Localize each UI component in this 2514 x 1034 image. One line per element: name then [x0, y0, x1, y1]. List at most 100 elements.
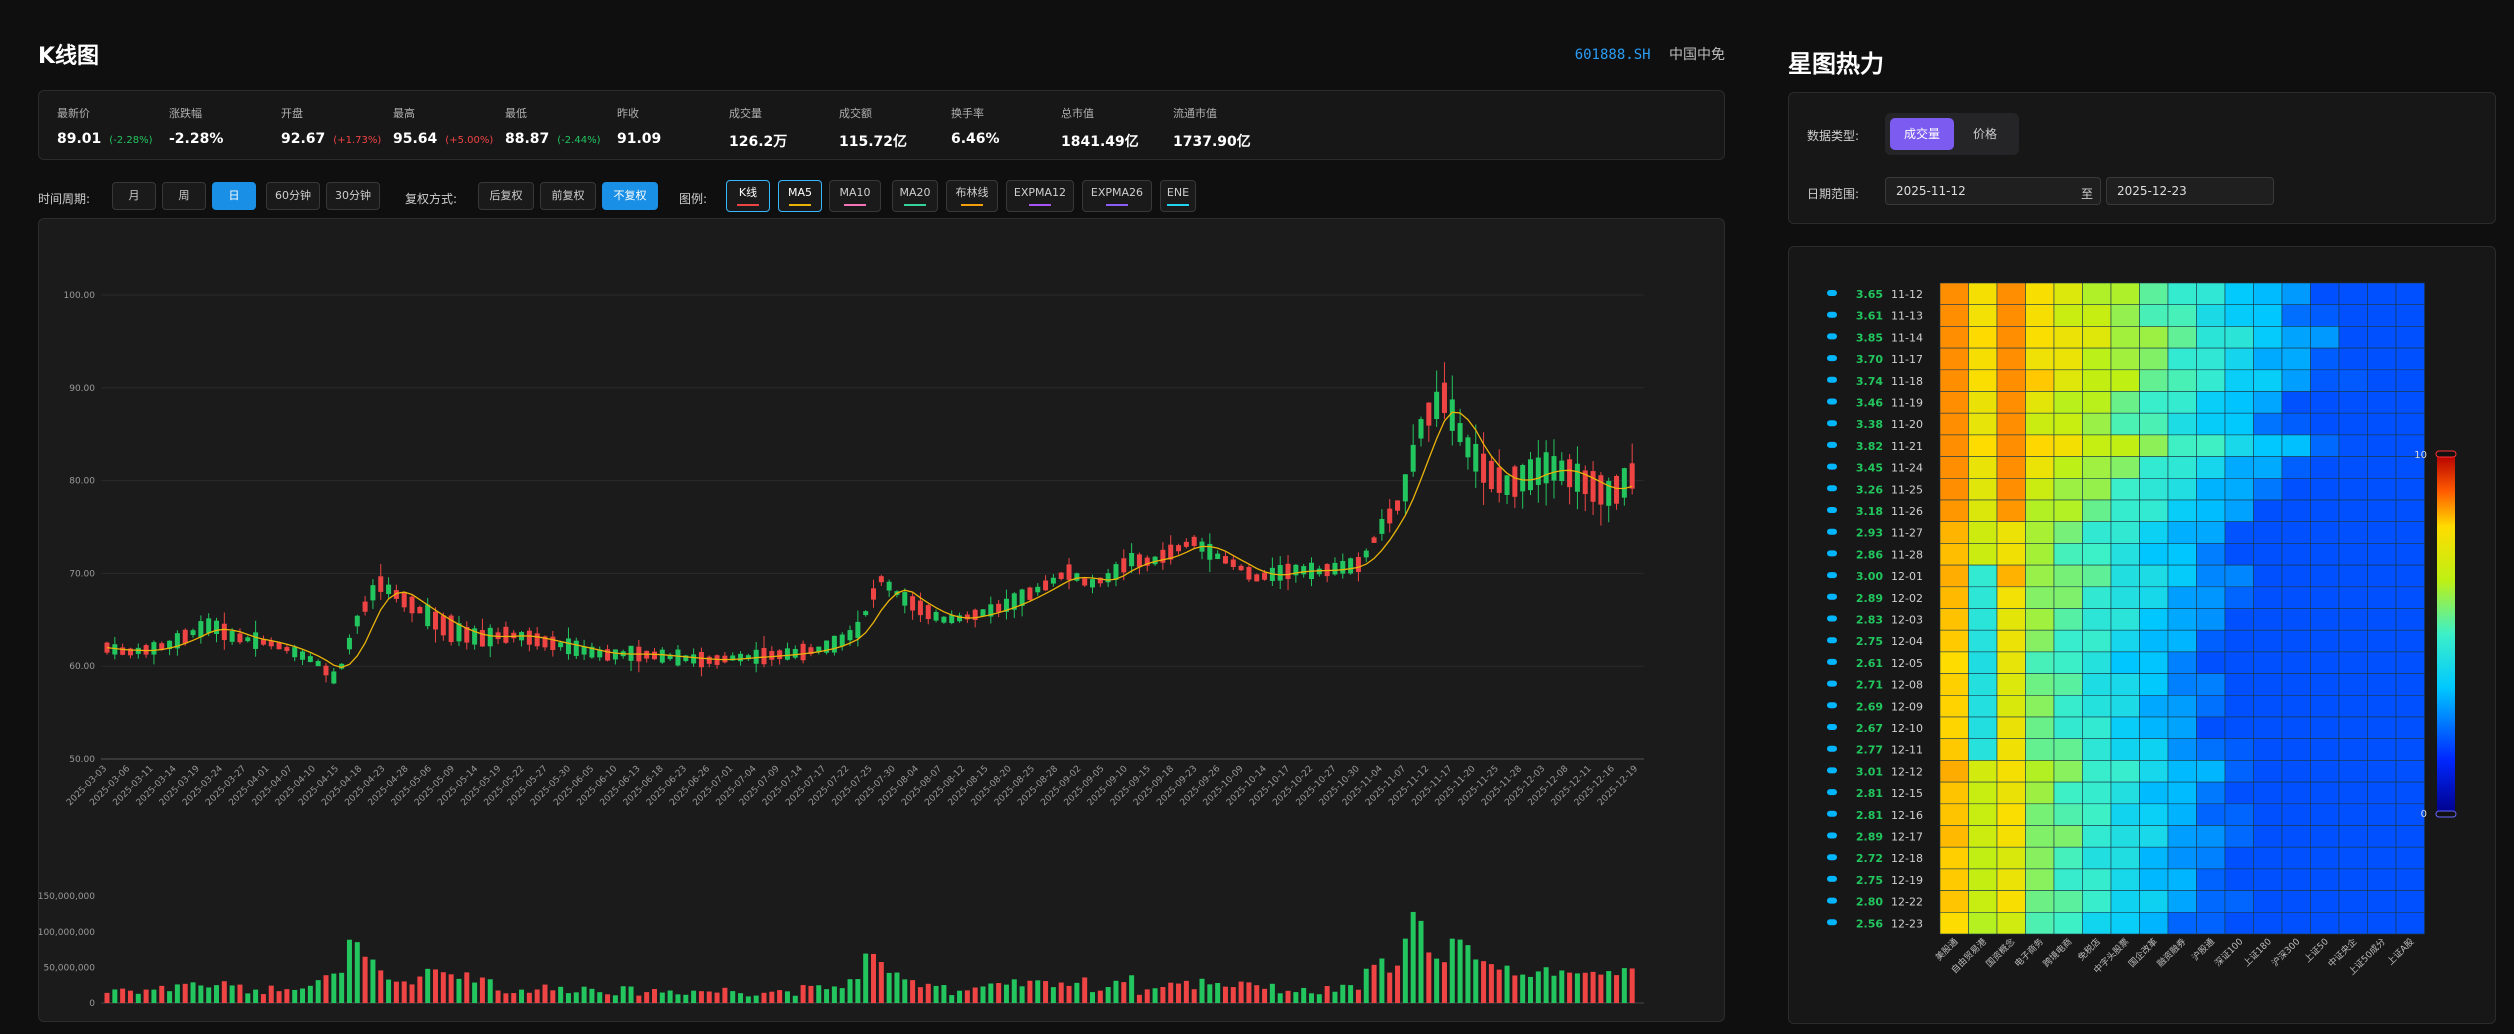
- heatmap-cell: [2224, 412, 2254, 436]
- heatmap-cell: [2053, 890, 2083, 913]
- heatmap-cell: [2253, 304, 2283, 327]
- row-indicator: [1827, 311, 1837, 318]
- heatmap-cell: [1996, 478, 2026, 501]
- volume-bar: [761, 992, 767, 1003]
- date-end-input[interactable]: 2025-12-23: [2106, 177, 2274, 205]
- heatmap-cell: [1996, 391, 2026, 414]
- legend-color-swatch: [789, 204, 811, 206]
- candle-body: [933, 611, 939, 621]
- volume-bar: [1434, 958, 1440, 1003]
- volume-bar: [784, 991, 790, 1003]
- heatmap-cell: [2167, 412, 2197, 436]
- heatmap-chart[interactable]: 3.65 11-12 3.61 11-13 3.85 11-14 3.70 11-17 3.74…: [1789, 247, 2495, 1023]
- visualmap-handle-bottom[interactable]: [2435, 810, 2457, 818]
- row-value: 3.61: [1856, 310, 1883, 323]
- kline-chart[interactable]: 50.0060.0070.0080.0090.00100.002025-03-0…: [38, 219, 1724, 1021]
- candle-body: [863, 611, 869, 616]
- volume-bar: [800, 985, 806, 1003]
- period-button-2[interactable]: 日: [212, 182, 256, 210]
- period-button-4[interactable]: 30分钟: [326, 182, 380, 210]
- candle-body: [1504, 475, 1510, 495]
- period-button-0[interactable]: 月: [112, 182, 156, 210]
- candle-body: [1512, 466, 1518, 497]
- candle-body: [542, 636, 548, 648]
- volume-bar: [1324, 986, 1330, 1003]
- period-button-3[interactable]: 60分钟: [266, 182, 320, 210]
- heatmap-cell: [1996, 846, 2026, 870]
- heatmap-cell: [2139, 673, 2169, 696]
- adjust-button-1[interactable]: 前复权: [540, 182, 596, 210]
- date-start-input[interactable]: 2025-11-12: [1885, 177, 2101, 205]
- candle-body: [910, 596, 916, 611]
- row-indicator: [1827, 376, 1837, 383]
- price-axis-tick: 80.00: [69, 477, 95, 487]
- volume-bar: [1332, 991, 1338, 1003]
- heatmap-cell: [2338, 499, 2368, 523]
- candle-body: [127, 648, 133, 656]
- volume-bar: [323, 975, 329, 1003]
- visualmap-max: 10: [2414, 450, 2427, 461]
- volume-bar: [1488, 964, 1494, 1003]
- heatmap-cell: [2196, 760, 2226, 783]
- volume-bar: [980, 986, 986, 1003]
- adjust-button-0[interactable]: 后复权: [478, 182, 534, 210]
- row-value: 3.70: [1856, 353, 1883, 366]
- heatmap-cell: [2367, 716, 2397, 740]
- stat-label: 成交额: [839, 107, 872, 120]
- price-axis-tick: 50.00: [69, 755, 95, 765]
- heatmap-cell: [2025, 282, 2055, 306]
- volume-axis-tick: 100,000,000: [39, 928, 95, 938]
- heatmap-cell: [1939, 781, 1969, 805]
- legend-toggle-7[interactable]: ENE: [1160, 180, 1196, 212]
- candle-body: [816, 646, 822, 652]
- kline-chart-container[interactable]: 50.00 60.00 70.00 80.00 90.00 100.00 2025-03-0…: [38, 218, 1725, 1022]
- heatmap-cell: [2139, 760, 2169, 783]
- row-value: 3.46: [1856, 397, 1883, 410]
- candle-body: [1043, 580, 1049, 591]
- volume-bar: [581, 986, 587, 1003]
- heatmap-cell: [2338, 846, 2368, 870]
- heatmap-cell: [2253, 282, 2283, 306]
- stock-code: 601888.SH: [1574, 47, 1651, 63]
- legend-toggle-label: 布林线: [955, 186, 989, 199]
- volume-bar: [159, 985, 165, 1003]
- heatmap-container[interactable]: 3.65 11-12 3.61 11-13 3.85 11-14 3.70 11-17 3.74…: [1788, 246, 2496, 1024]
- data-type-price[interactable]: 价格: [1972, 127, 1997, 141]
- volume-bar: [1606, 971, 1612, 1003]
- heatmap-cell: [2025, 434, 2055, 457]
- heatmap-cell: [2139, 564, 2169, 588]
- legend-toggle-6[interactable]: EXPMA26: [1082, 180, 1152, 212]
- adjust-button-2[interactable]: 不复权: [602, 182, 658, 210]
- heatmap-cell: [2338, 304, 2368, 327]
- period-button-1[interactable]: 周: [162, 182, 206, 210]
- data-type-volume[interactable]: 成交量: [1890, 118, 1954, 150]
- heatmap-cell: [2338, 478, 2368, 501]
- legend-toggle-3[interactable]: MA20: [892, 180, 938, 212]
- candle-body: [745, 655, 751, 660]
- candle-body: [479, 629, 485, 647]
- legend-color-swatch: [737, 204, 759, 206]
- heatmap-cell: [2110, 543, 2140, 566]
- candle-body: [221, 623, 227, 641]
- row-date: 12-10: [1891, 722, 1923, 735]
- row-date: 11-12: [1891, 288, 1923, 301]
- heatmap-cell: [1996, 803, 2026, 826]
- legend-toggle-4[interactable]: 布林线: [946, 180, 998, 212]
- heatmap-cell: [2053, 868, 2083, 891]
- legend-toggle-2[interactable]: MA10: [829, 180, 881, 212]
- legend-toggle-1[interactable]: MA5: [778, 180, 822, 212]
- heatmap-cell: [2224, 521, 2254, 544]
- candle-body: [957, 615, 963, 622]
- legend-toggle-0[interactable]: K线: [726, 180, 770, 212]
- heatmap-cell: [2139, 304, 2169, 327]
- row-value: 2.93: [1856, 527, 1883, 540]
- volume-bar: [706, 991, 712, 1003]
- visualmap-handle-top[interactable]: [2435, 450, 2457, 458]
- candle-body: [1144, 557, 1150, 566]
- heatmap-cell: [2139, 846, 2169, 870]
- heatmap-cell: [2224, 586, 2254, 609]
- legend-toggle-5[interactable]: EXPMA12: [1006, 180, 1074, 212]
- volume-bar: [1590, 971, 1596, 1003]
- candle-body: [589, 646, 595, 658]
- candle-body: [1238, 565, 1244, 571]
